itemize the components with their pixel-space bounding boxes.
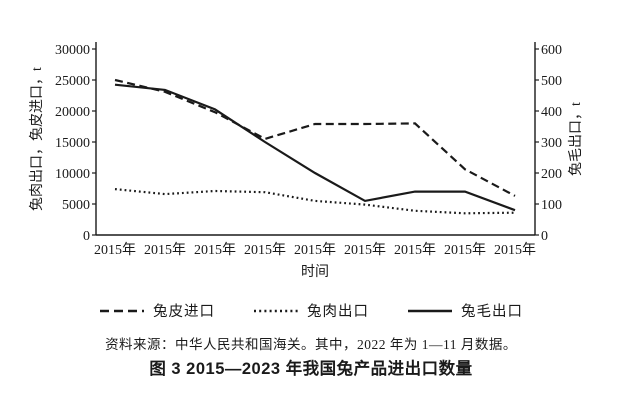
line-chart: 0 5000 10000 15000 20000 25000 30000 0 100 200 30… — [29, 42, 584, 280]
legend-label: 兔肉出口 — [307, 304, 369, 320]
x-axis-ticks: 2015年 2015年 2015年 2015年 2015年 2015年 2015年 2015年… — [94, 242, 536, 258]
left-axis-tick-label: 25000 — [55, 74, 90, 89]
x-tick-label: 2015年 — [194, 242, 236, 258]
legend-dashed-line-icon — [100, 309, 144, 312]
right-axis-ticks: 0 100 200 300 400 500 600 — [535, 43, 562, 244]
x-tick-label: 2015年 — [294, 242, 336, 258]
legend-item-dashed: 兔皮进口 — [99, 300, 215, 321]
right-axis-tick-label: 200 — [541, 167, 562, 182]
right-axis-tick-label: 100 — [541, 198, 562, 213]
legend-item-dotted: 兔肉出口 — [253, 300, 369, 321]
series-line-dashed — [114, 78, 516, 197]
left-axis-title: 兔肉出口，兔皮进口，t — [29, 67, 45, 211]
left-axis-tick-label: 20000 — [55, 105, 90, 120]
right-axis-tick-label: 300 — [541, 136, 562, 151]
left-axis-ticks: 0 5000 10000 15000 20000 25000 30000 — [55, 43, 96, 244]
right-axis-tick-label: 400 — [541, 105, 562, 120]
chart-series — [114, 78, 516, 215]
left-axis-tick-label: 15000 — [55, 136, 90, 151]
x-tick-label: 2015年 — [494, 242, 536, 258]
figure-caption: 图 3 2015—2023 年我国兔产品进出口数量 — [149, 360, 473, 378]
legend-label: 兔皮进口 — [153, 304, 215, 320]
left-axis-tick-label: 5000 — [62, 198, 90, 213]
series-line-dotted — [114, 188, 516, 215]
legend-dotted-line-icon — [254, 309, 298, 312]
left-axis-tick-label: 0 — [83, 229, 90, 244]
legend-solid-line-icon — [408, 309, 452, 312]
legend: 兔皮进口 兔肉出口 兔毛出口 — [0, 300, 622, 321]
x-tick-label: 2015年 — [344, 242, 386, 258]
x-tick-label: 2015年 — [144, 242, 186, 258]
x-tick-label: 2015年 — [444, 242, 486, 258]
right-axis-tick-label: 500 — [541, 74, 562, 89]
right-axis-tick-label: 0 — [541, 229, 548, 244]
x-tick-label: 2015年 — [244, 242, 286, 258]
series-line-solid — [114, 83, 516, 212]
x-tick-label: 2015年 — [394, 242, 436, 258]
legend-item-solid: 兔毛出口 — [407, 300, 523, 321]
x-axis-title: 时间 — [301, 264, 329, 280]
left-axis-tick-label: 10000 — [55, 167, 90, 182]
right-axis-tick-label: 600 — [541, 43, 562, 58]
x-tick-label: 2015年 — [94, 242, 136, 258]
right-axis-title: 兔毛出口，t — [568, 102, 584, 176]
source-note: 资料来源：中华人民共和国海关。其中，2022 年为 1—11 月数据。 — [105, 337, 517, 352]
legend-label: 兔毛出口 — [461, 304, 523, 320]
left-axis-tick-label: 30000 — [55, 43, 90, 58]
